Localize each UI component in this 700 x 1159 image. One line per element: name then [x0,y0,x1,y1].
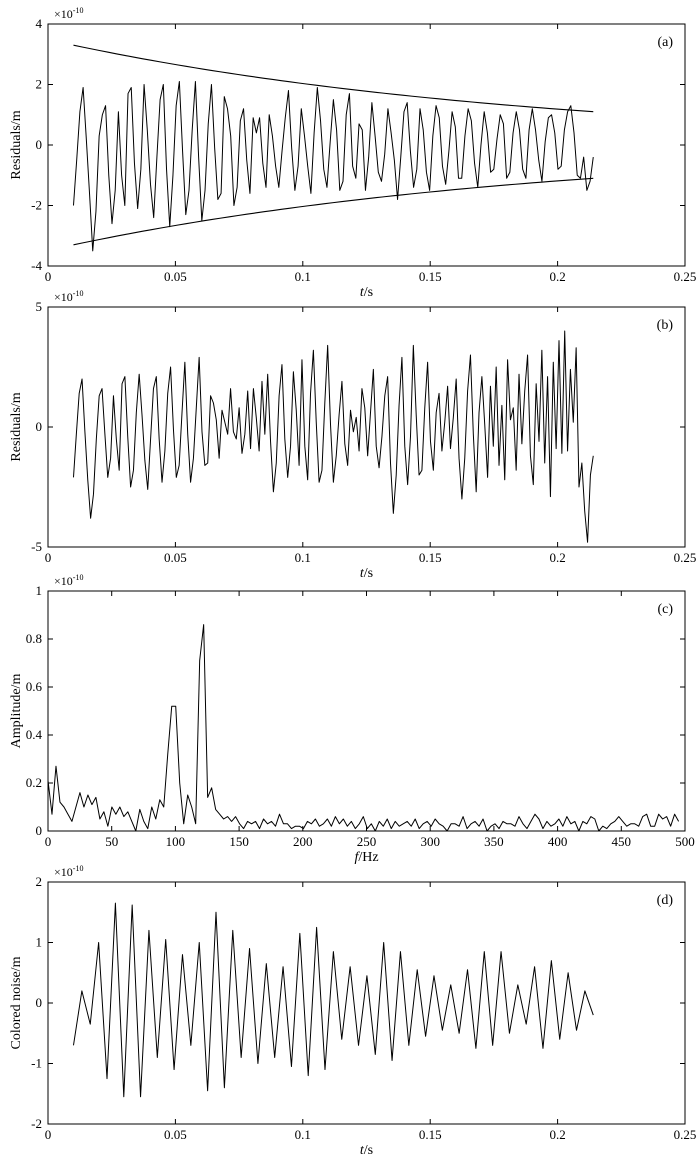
x-tick-label: 350 [484,834,504,849]
y-tick-label: -5 [31,539,42,554]
x-tick-label: 250 [357,834,377,849]
x-axis-label: t/s [360,285,373,300]
x-tick-label: 0.2 [549,550,565,565]
y-tick-label: 0 [36,995,43,1010]
panel-label: (a) [657,35,673,50]
y-tick-label: 1 [36,935,43,950]
panel-label: (d) [657,893,674,908]
x-tick-label: 0 [45,1127,52,1142]
x-tick-label: 0.15 [419,1127,442,1142]
x-tick-label: 50 [105,834,118,849]
x-tick-label: 0.25 [674,269,697,284]
x-tick-label: 0.15 [419,269,442,284]
y-tick-label: 4 [36,16,43,31]
y-exponent-label: ×10-10 [54,864,83,879]
x-axis-label: t/s [360,566,373,581]
panel-label: (c) [657,602,673,617]
x-tick-label: 0 [45,269,52,284]
y-tick-label: -2 [31,198,42,213]
x-tick-label: 200 [293,834,313,849]
x-axis-label: f/Hz [354,850,378,865]
series-line [47,624,680,832]
series-line [72,330,594,543]
y-tick-label: 2 [36,874,43,889]
axes-frame [47,590,686,832]
y-tick-label: 1 [36,583,43,598]
y-tick-label: 0.4 [26,727,43,742]
y-tick-label: 0.2 [26,775,42,790]
y-tick-label: -4 [31,258,42,273]
y-tick-label: 5 [36,299,43,314]
y-tick-label: 0.8 [26,631,42,646]
x-tick-label: 300 [420,834,440,849]
y-exponent-label: ×10-10 [54,289,83,304]
x-tick-label: 150 [229,834,249,849]
panel-4: 0 0.05 0.1 0.15 0.2 0.25 -2 -1 0 1 2 ×10-10 (d) Color… [9,864,696,1158]
x-tick-label: 0.05 [164,269,187,284]
y-tick-label: -2 [31,1116,42,1131]
x-tick-label: 0 [45,834,52,849]
series-line [72,80,594,252]
x-tick-label: 100 [166,834,186,849]
x-axis-label: t/s [360,1143,373,1158]
y-tick-label: 0 [36,823,43,838]
y-tick-label: 0 [36,137,43,152]
panel-label: (b) [657,318,674,333]
y-tick-label: 0 [36,419,43,434]
x-tick-label: 0.1 [295,269,311,284]
x-tick-label: 0.1 [295,1127,311,1142]
x-tick-label: 0.2 [549,1127,565,1142]
y-axis-label: Residuals/m [9,392,24,461]
envelope-lower-line [73,177,594,246]
series-line [72,902,594,1098]
x-tick-label: 0.1 [295,550,311,565]
envelope-upper-line [73,44,594,113]
x-tick-label: 0.05 [164,1127,187,1142]
y-exponent-label: ×10-10 [54,573,83,588]
x-tick-label: 450 [612,834,632,849]
x-tick-label: 0.25 [674,1127,697,1142]
y-exponent-label: ×10-10 [54,6,83,21]
x-tick-label: 0.15 [419,550,442,565]
x-tick-label: 0.05 [164,550,187,565]
y-tick-label: -1 [31,1056,42,1071]
x-tick-label: 0 [45,550,52,565]
y-axis-label: Residuals/m [9,110,24,179]
panel-3: 0 50 100 150 200 250 300 350 400 450 500 0 0.2 0.4 0.6… [9,573,695,865]
axes-frame [47,306,686,548]
y-axis-label: Colored noise/m [9,956,24,1049]
panel-2: 0 0.05 0.1 0.15 0.2 0.25-505×10-10(b)Residual… [9,289,696,581]
y-tick-label: 0.6 [26,679,43,694]
y-tick-label: 2 [36,77,43,92]
x-tick-label: 400 [548,834,568,849]
x-tick-label: 0.2 [549,269,565,284]
x-tick-label: 0.25 [674,550,697,565]
y-axis-label: Amplitude/m [9,674,24,749]
x-tick-label: 500 [675,834,695,849]
panel-1: 0 0.05 0.1 0.15 0.2 0.25 -4 -2 0 2 4 ×10-10 (a) Resid… [9,6,696,300]
axes-frame [47,23,686,267]
